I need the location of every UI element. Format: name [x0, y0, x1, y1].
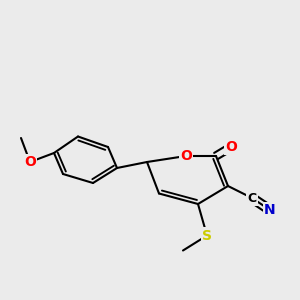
Text: C: C	[248, 191, 256, 205]
Text: S: S	[202, 229, 212, 242]
Text: O: O	[24, 155, 36, 169]
Text: N: N	[264, 203, 276, 217]
Text: O: O	[180, 149, 192, 163]
Text: O: O	[225, 140, 237, 154]
